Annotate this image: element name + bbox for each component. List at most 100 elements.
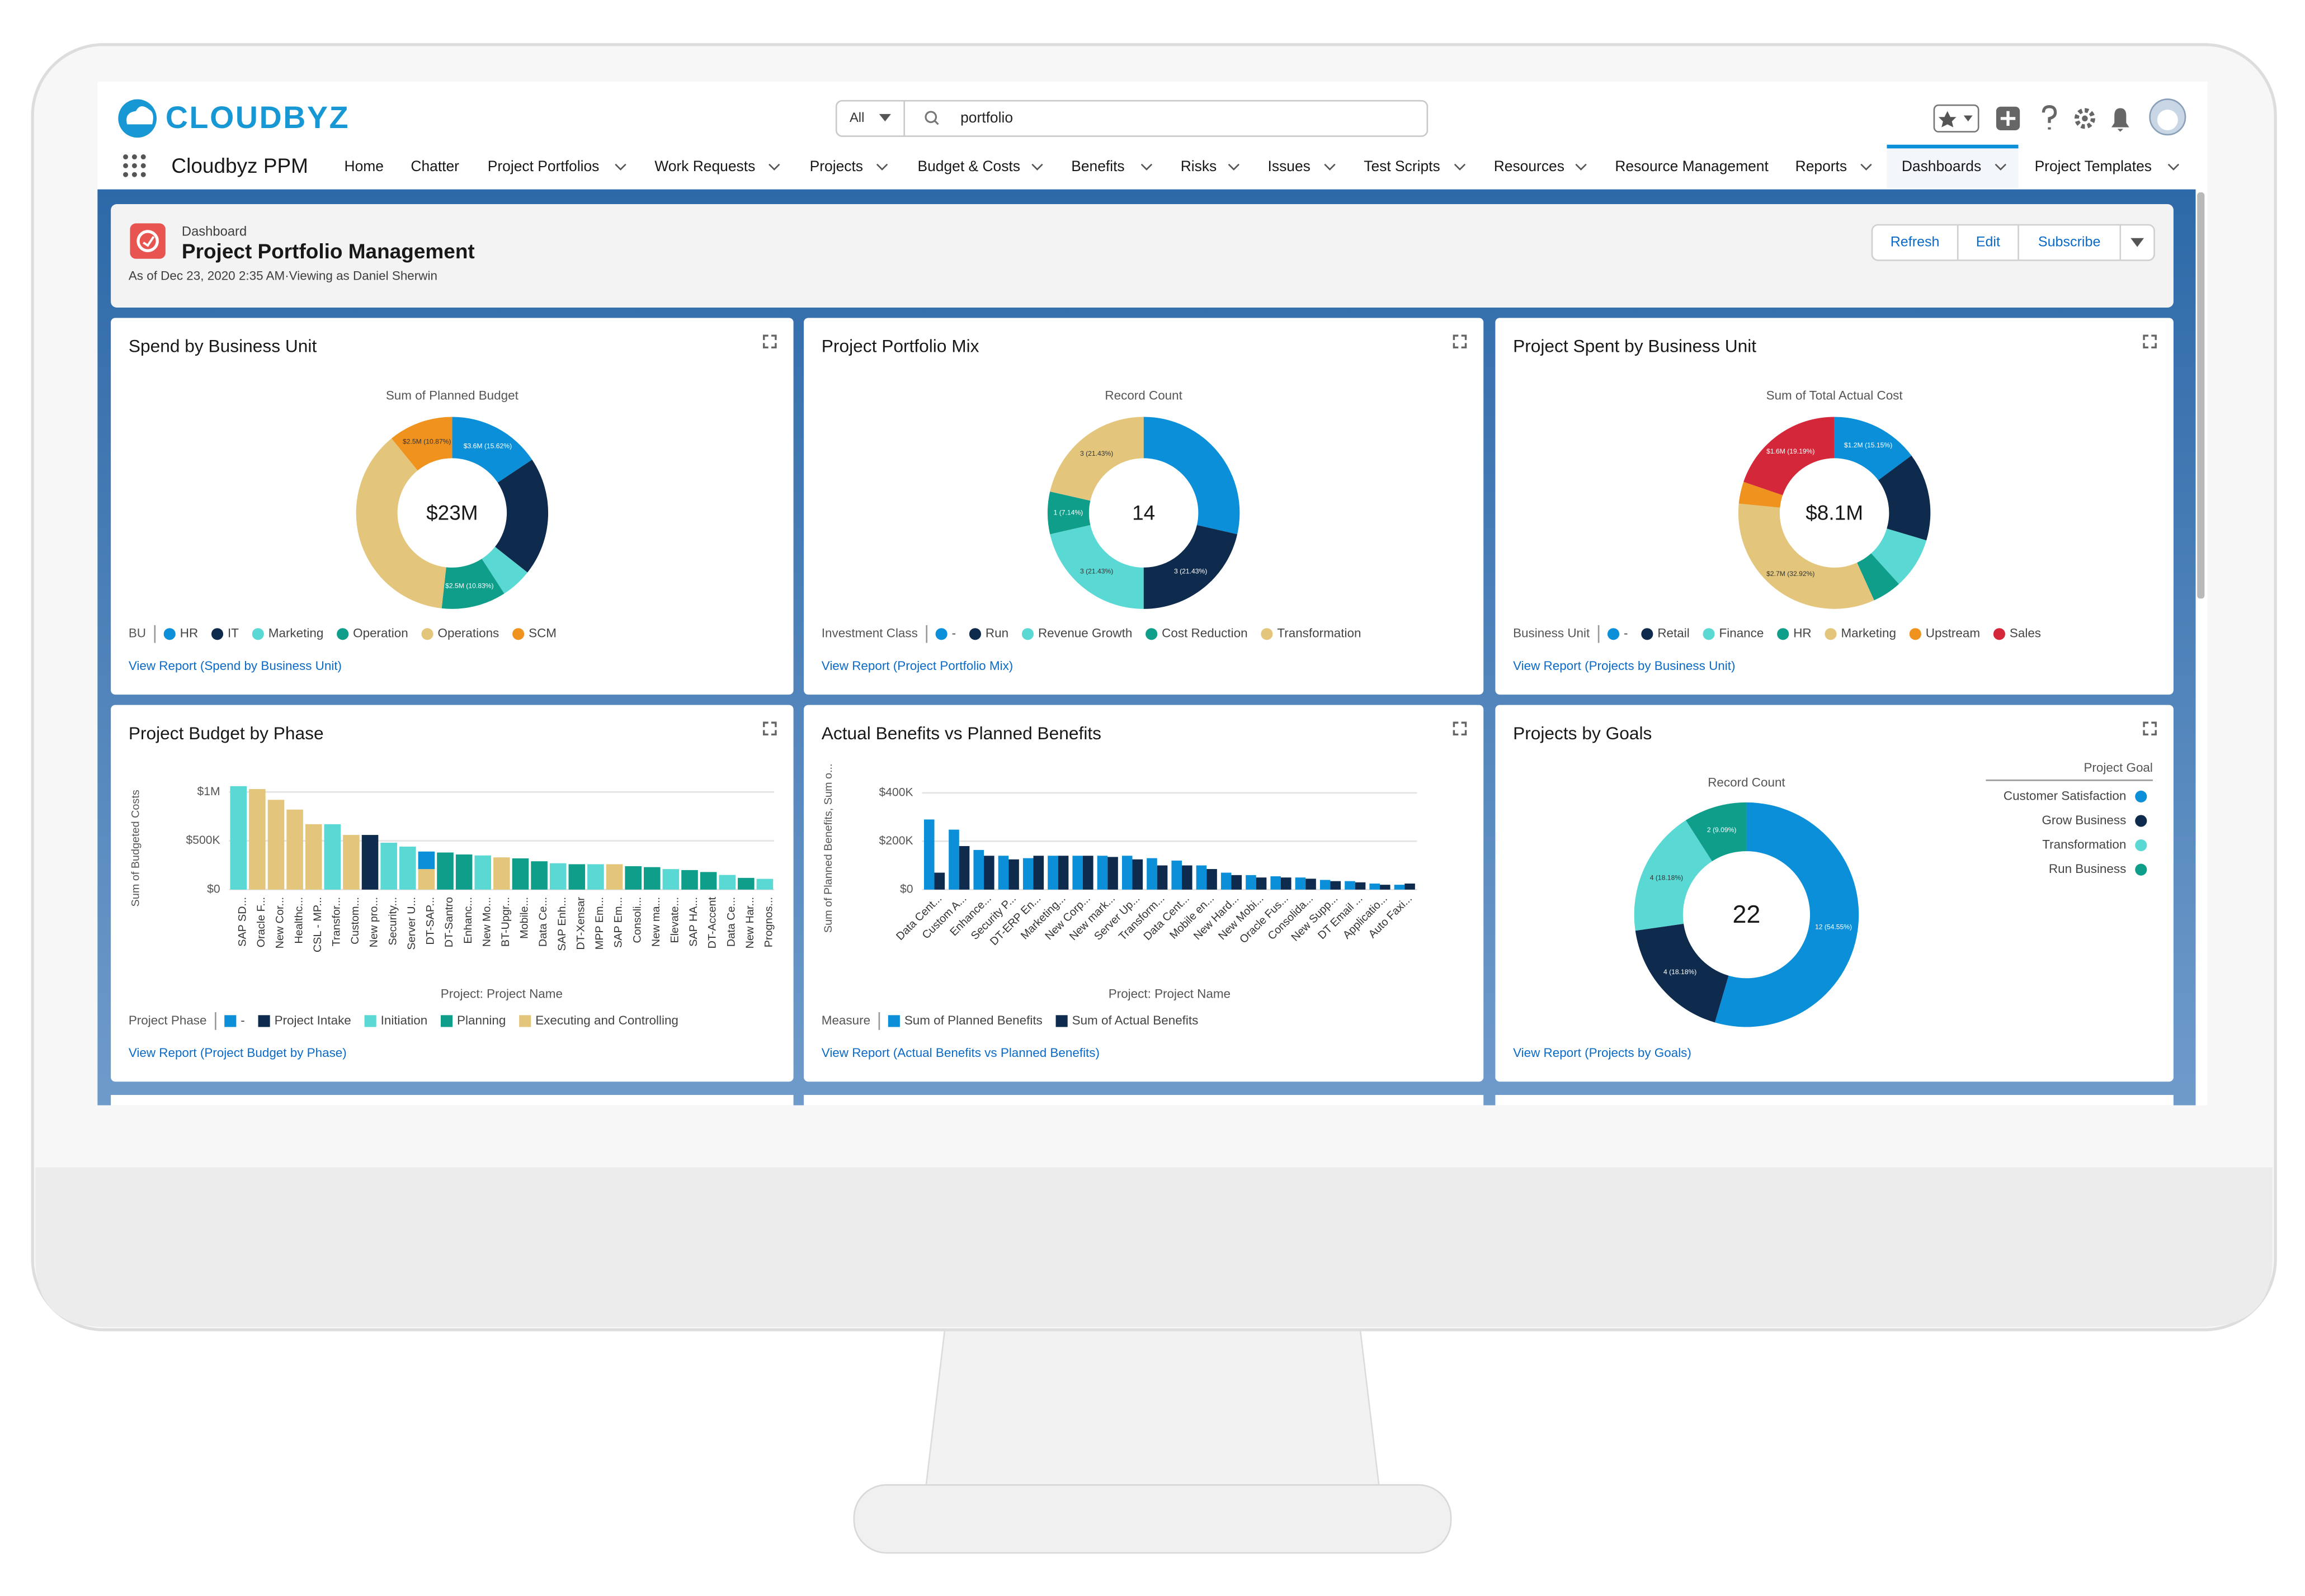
donut-segment <box>441 559 505 609</box>
legend-label: Revenue Growth <box>1038 626 1132 640</box>
x-tick-label: Transfor... <box>330 897 342 946</box>
legend-label: Marketing <box>1841 626 1896 640</box>
widget-link[interactable]: View Report (Project Portfolio Mix) <box>822 659 1014 673</box>
legend-swatch <box>969 628 982 640</box>
widget-card <box>804 318 1484 695</box>
legend-label: - <box>952 626 956 640</box>
legend-label: Initiation <box>381 1013 428 1027</box>
widget-link[interactable]: View Report (Projects by Business Unit) <box>1513 659 1735 673</box>
monitor-chin <box>35 1167 2273 1327</box>
x-tick-label: Healthc... <box>293 897 305 944</box>
header-button[interactable]: Edit <box>1976 234 2000 249</box>
nav-item[interactable]: Reports <box>1795 158 1847 174</box>
nav-item[interactable]: Resource Management <box>1615 158 1769 174</box>
widget-title: Project Spent by Business Unit <box>1513 336 1756 356</box>
legend-label: Customer Satisfaction <box>2004 788 2126 802</box>
help-button[interactable] <box>2042 105 2057 130</box>
nav-item[interactable]: Resources <box>1494 158 1564 174</box>
bar <box>1231 875 1242 890</box>
bar <box>1404 883 1415 890</box>
legend-label: Sum of Actual Benefits <box>1072 1013 1199 1027</box>
nav-chevron <box>2167 163 2180 171</box>
x-axis-label: Project: Project Name <box>1109 986 1231 1000</box>
nav-item[interactable]: Issues <box>1268 158 1311 174</box>
legend-title: BU <box>129 626 146 640</box>
bar <box>606 864 623 890</box>
setup-icon <box>2082 115 2088 122</box>
search-icon <box>925 111 937 124</box>
bar <box>568 864 586 890</box>
favorites-caret <box>1963 115 1973 122</box>
brand-name: CLOUDBYZ <box>166 100 350 135</box>
widget-card-partial <box>1495 1094 2174 1106</box>
search-scope[interactable]: All <box>850 110 864 125</box>
bar <box>1256 877 1267 890</box>
y-tick-label: $0 <box>900 882 913 895</box>
data-label: 1 (7.14%) <box>1054 508 1083 516</box>
legend-title: Investment Class <box>822 626 918 640</box>
legend-label: Executing and Controlling <box>535 1013 678 1027</box>
nav-item[interactable]: Test Scripts <box>1364 158 1440 174</box>
nav-item[interactable]: Chatter <box>411 158 459 174</box>
x-tick-label: SAP SD... <box>236 897 248 947</box>
expand-button[interactable] <box>2143 334 2157 349</box>
bar <box>455 854 473 890</box>
data-label: 12 (54.55%) <box>1815 923 1852 931</box>
donut-segment <box>1685 802 1747 862</box>
legend-label: Planning <box>457 1013 506 1027</box>
nav-item[interactable]: Project Portfolios <box>488 158 600 174</box>
nav-item[interactable]: Home <box>345 158 384 174</box>
donut-segment <box>1714 802 1859 1027</box>
data-label: $2.7M (32.92%) <box>1766 570 1814 578</box>
nav-item[interactable]: Projects <box>810 158 863 174</box>
x-tick-label: New ma... <box>650 897 662 947</box>
legend-swatch <box>2135 839 2147 852</box>
expand-button[interactable] <box>1453 721 1467 736</box>
app-launcher[interactable] <box>123 154 146 177</box>
widget-card <box>111 705 794 1082</box>
nav-item[interactable]: Project Templates <box>2035 158 2152 174</box>
header-button[interactable]: Subscribe <box>2038 234 2101 249</box>
legend-swatch <box>1703 628 1715 640</box>
nav-item[interactable]: Budget & Costs <box>917 158 1020 174</box>
donut-center-label: 22 <box>1732 900 1760 928</box>
widget-link[interactable]: View Report (Actual Benefits vs Planned … <box>822 1046 1100 1060</box>
header-button[interactable]: Refresh <box>1891 234 1940 249</box>
x-tick-label: Prognos... <box>763 897 775 947</box>
widget-link[interactable]: View Report (Spend by Business Unit) <box>129 659 342 673</box>
dashboard-icon <box>130 223 166 259</box>
data-label: $2.5M (10.87%) <box>403 437 451 445</box>
nav-item[interactable]: Work Requests <box>654 158 755 174</box>
data-label: $1.6M (19.19%) <box>1766 447 1814 455</box>
nav-item[interactable]: Benefits <box>1071 158 1124 174</box>
legend-swatch <box>440 1015 453 1027</box>
bar <box>474 855 492 890</box>
widget-link[interactable]: View Report (Project Budget by Phase) <box>129 1046 347 1060</box>
expand-button[interactable] <box>763 334 777 349</box>
nav-item[interactable]: Dashboards <box>1902 158 1981 174</box>
legend-swatch <box>1146 628 1158 640</box>
search-text[interactable]: portfolio <box>960 109 1013 126</box>
header-menu-button[interactable] <box>2130 238 2144 247</box>
legend-label: Retail <box>1657 626 1689 640</box>
setup-button[interactable] <box>2074 108 2095 129</box>
nav-item[interactable]: Risks <box>1181 158 1217 174</box>
header-subtitle: As of Dec 23, 2020 2:35 AM·Viewing as Da… <box>129 268 437 282</box>
expand-button[interactable] <box>2143 721 2157 736</box>
bar <box>1305 879 1316 890</box>
notifications-button[interactable] <box>2111 108 2129 132</box>
expand-button[interactable] <box>1453 334 1467 349</box>
widget-title: Projects by Goals <box>1513 723 1652 743</box>
legend-swatch <box>935 628 948 640</box>
x-tick-label: MPP Em... <box>593 897 606 950</box>
bar <box>1033 856 1044 890</box>
x-tick-label: Server U... <box>406 897 418 950</box>
legend-swatch <box>512 628 525 640</box>
donut-segment <box>1047 491 1091 535</box>
expand-button[interactable] <box>763 721 777 736</box>
search-box[interactable] <box>835 100 1429 137</box>
bar <box>1058 856 1069 890</box>
widget-link[interactable]: View Report (Projects by Goals) <box>1513 1046 1691 1060</box>
legend-swatch <box>1021 628 1034 640</box>
